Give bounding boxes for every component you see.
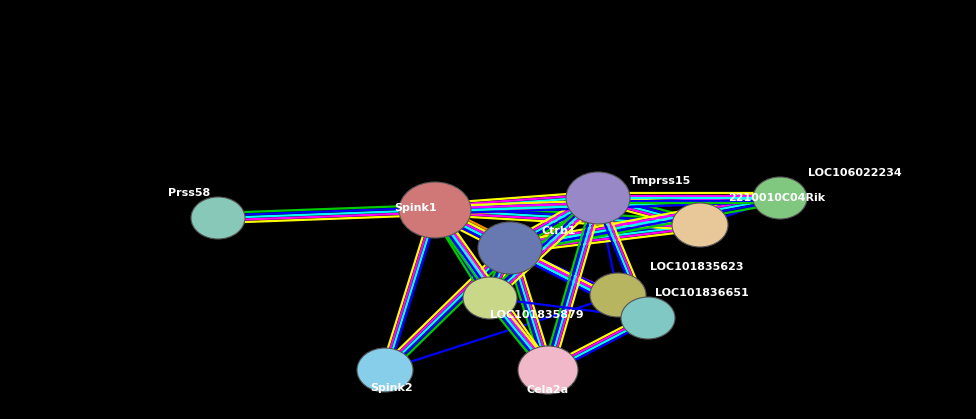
Text: Spink1: Spink1 [394, 203, 437, 213]
Text: LOC106022234: LOC106022234 [808, 168, 902, 178]
Ellipse shape [399, 182, 471, 238]
Ellipse shape [478, 222, 542, 274]
Ellipse shape [191, 197, 245, 239]
Ellipse shape [357, 348, 413, 392]
Text: LOC101836651: LOC101836651 [655, 288, 749, 298]
Text: Prss58: Prss58 [168, 188, 210, 198]
Text: LOC101835623: LOC101835623 [650, 262, 744, 272]
Text: Spink2: Spink2 [371, 383, 413, 393]
Ellipse shape [463, 277, 517, 319]
Ellipse shape [518, 346, 578, 394]
Ellipse shape [566, 172, 630, 224]
Text: Ctrb1: Ctrb1 [542, 226, 577, 236]
Ellipse shape [621, 297, 675, 339]
Ellipse shape [590, 273, 646, 317]
Ellipse shape [753, 177, 807, 219]
Text: Cela2a: Cela2a [527, 385, 569, 395]
Ellipse shape [672, 203, 728, 247]
Text: LOC101835879: LOC101835879 [490, 310, 584, 320]
Text: Tmprss15: Tmprss15 [630, 176, 691, 186]
Text: 2210010C04Rik: 2210010C04Rik [728, 193, 825, 203]
